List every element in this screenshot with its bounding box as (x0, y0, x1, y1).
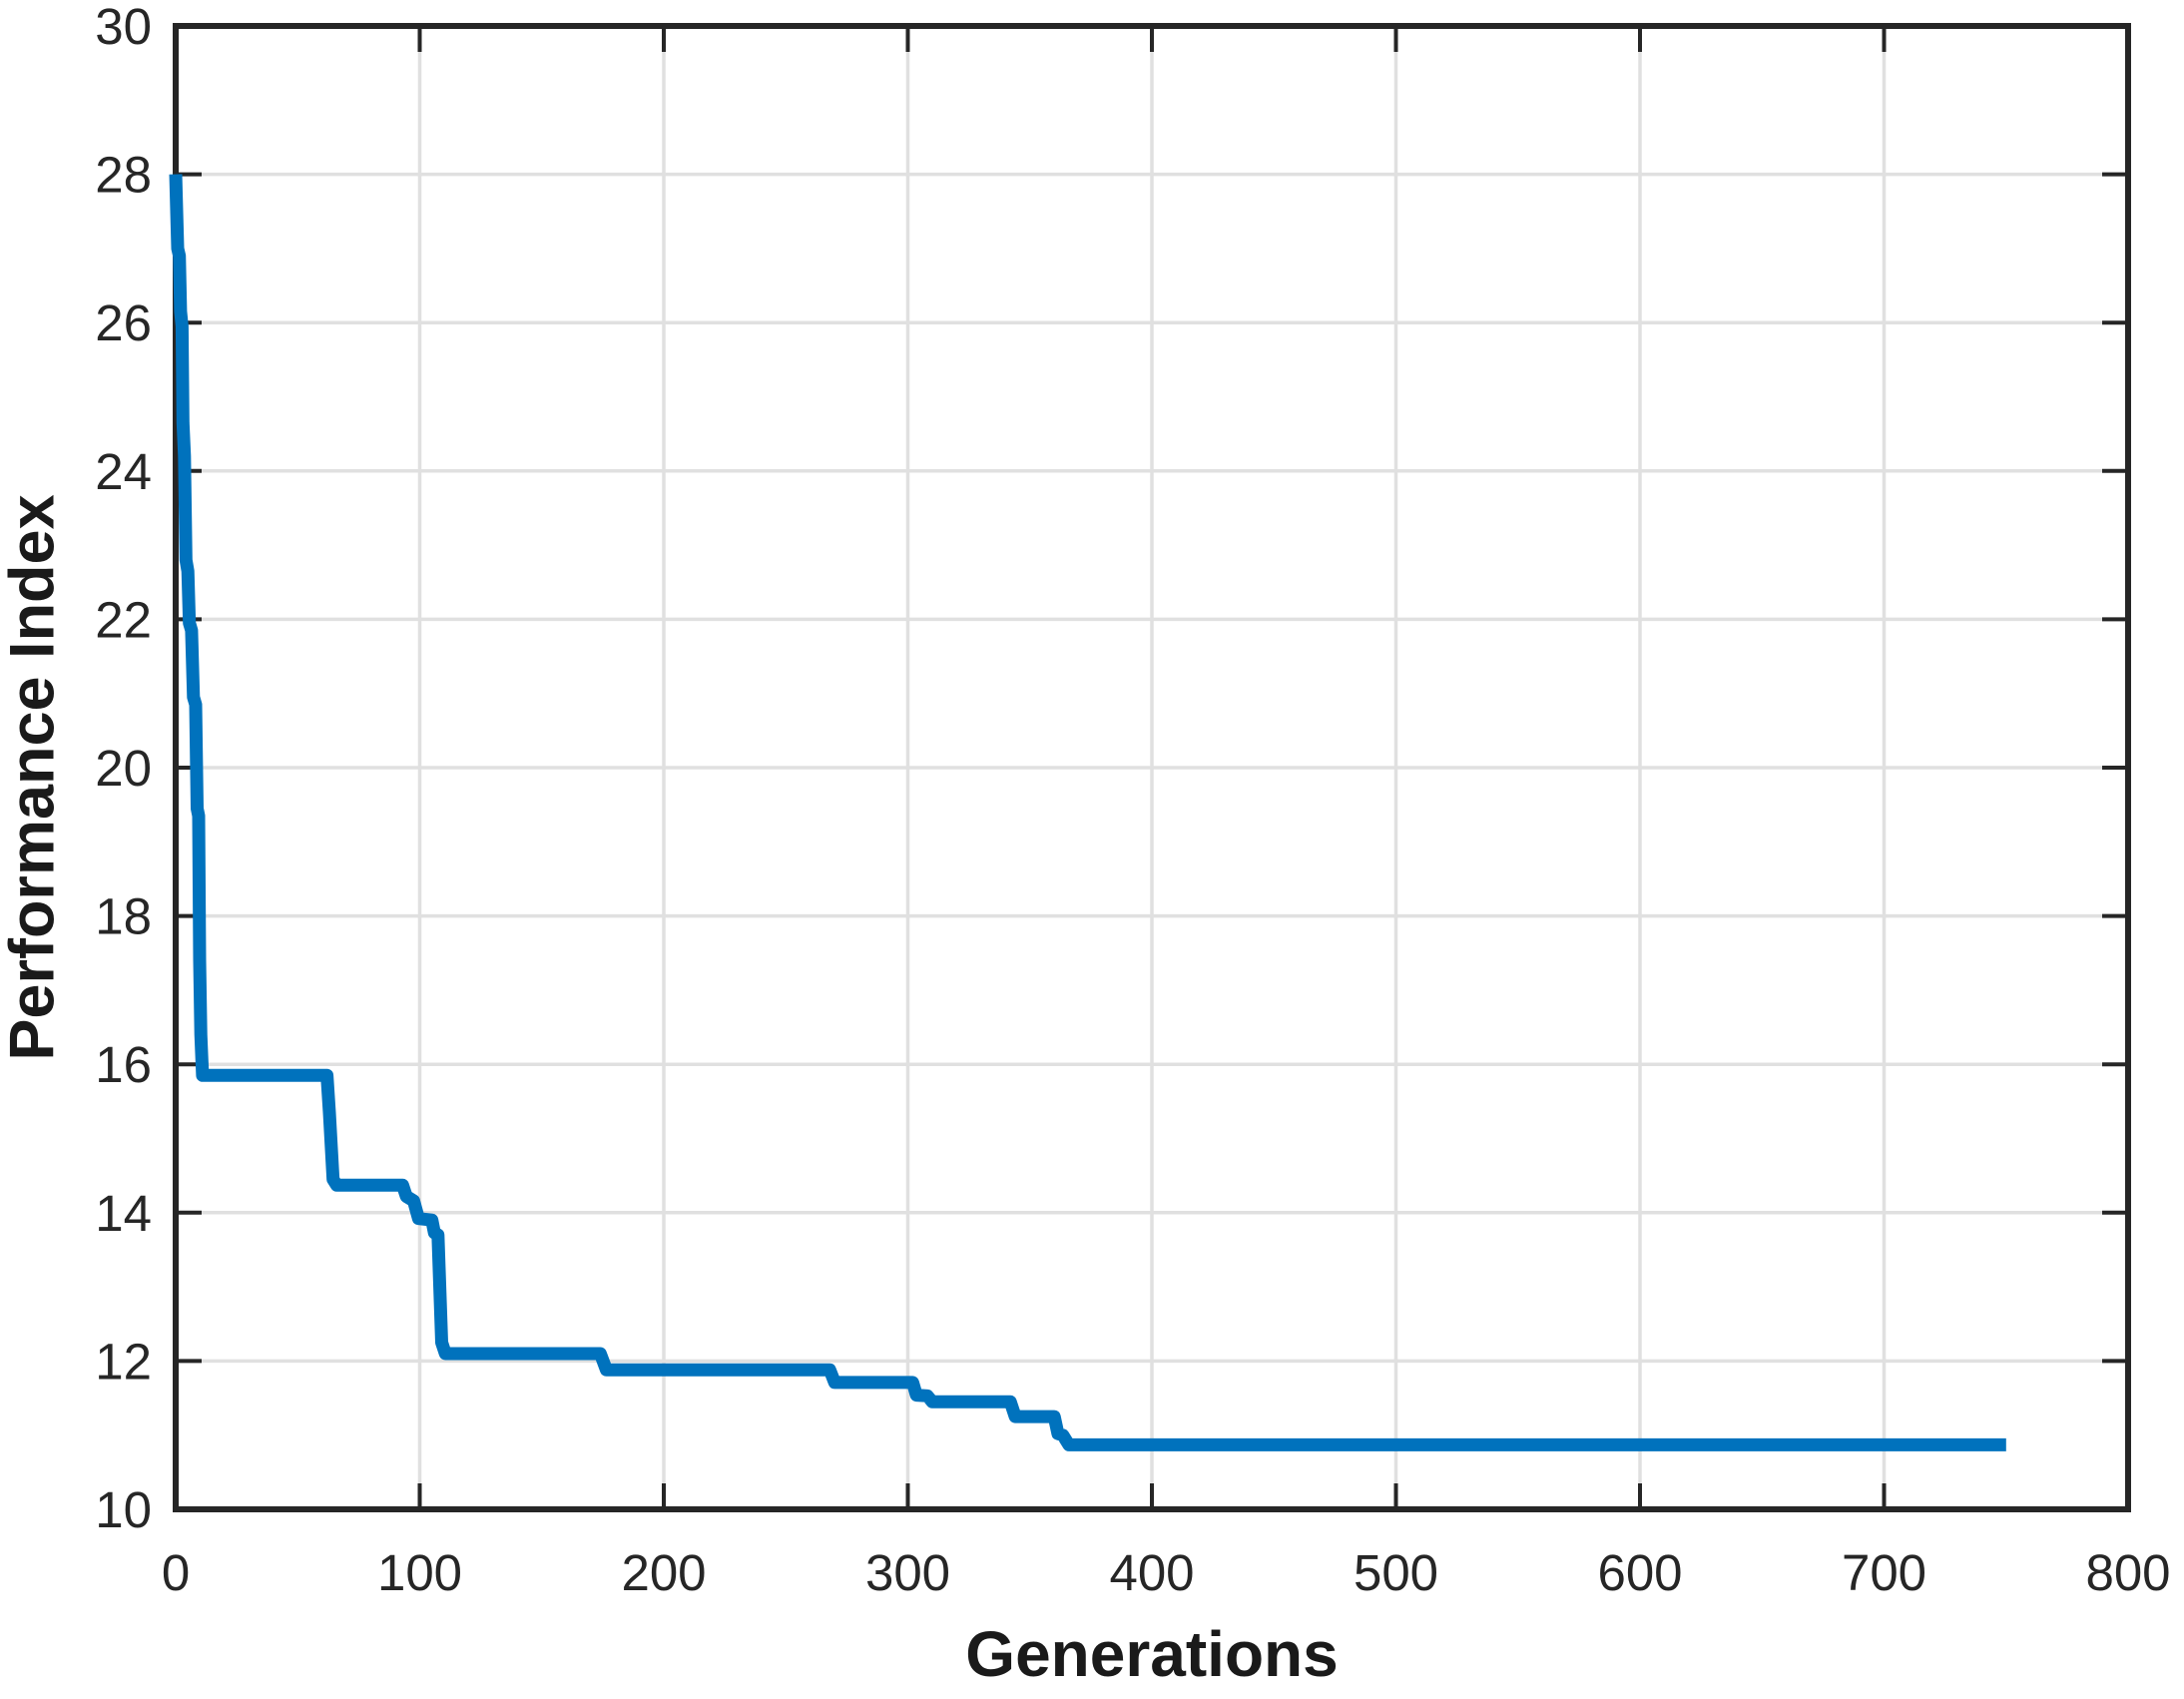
x-tick-label: 700 (1842, 1544, 1926, 1601)
performance-index-line (169, 174, 2006, 1451)
x-tick-label: 0 (162, 1544, 190, 1601)
y-tick-label: 20 (95, 740, 152, 797)
y-tick-label: 12 (95, 1333, 152, 1390)
y-tick-label: 16 (95, 1036, 152, 1093)
axes-border (173, 23, 2131, 1512)
x-tick-label: 500 (1354, 1544, 1438, 1601)
x-tick-label: 200 (621, 1544, 706, 1601)
x-tick-label: 100 (377, 1544, 462, 1601)
y-axis-label: Performance Index (0, 494, 68, 1061)
y-tick-label: 14 (95, 1185, 152, 1242)
x-axis-label: Generations (965, 1618, 1339, 1690)
y-tick-label: 24 (95, 443, 152, 500)
y-tick-label: 22 (95, 591, 152, 648)
x-tick-label: 400 (1109, 1544, 1194, 1601)
y-tick-label: 10 (95, 1481, 152, 1538)
y-tick-label: 28 (95, 147, 152, 204)
y-tick-label: 26 (95, 294, 152, 351)
x-tick-label: 300 (865, 1544, 950, 1601)
x-tick-label: 800 (2085, 1544, 2170, 1601)
x-tick-label: 600 (1597, 1544, 1682, 1601)
y-tick-label: 18 (95, 888, 152, 945)
y-tick-label: 30 (95, 0, 152, 55)
